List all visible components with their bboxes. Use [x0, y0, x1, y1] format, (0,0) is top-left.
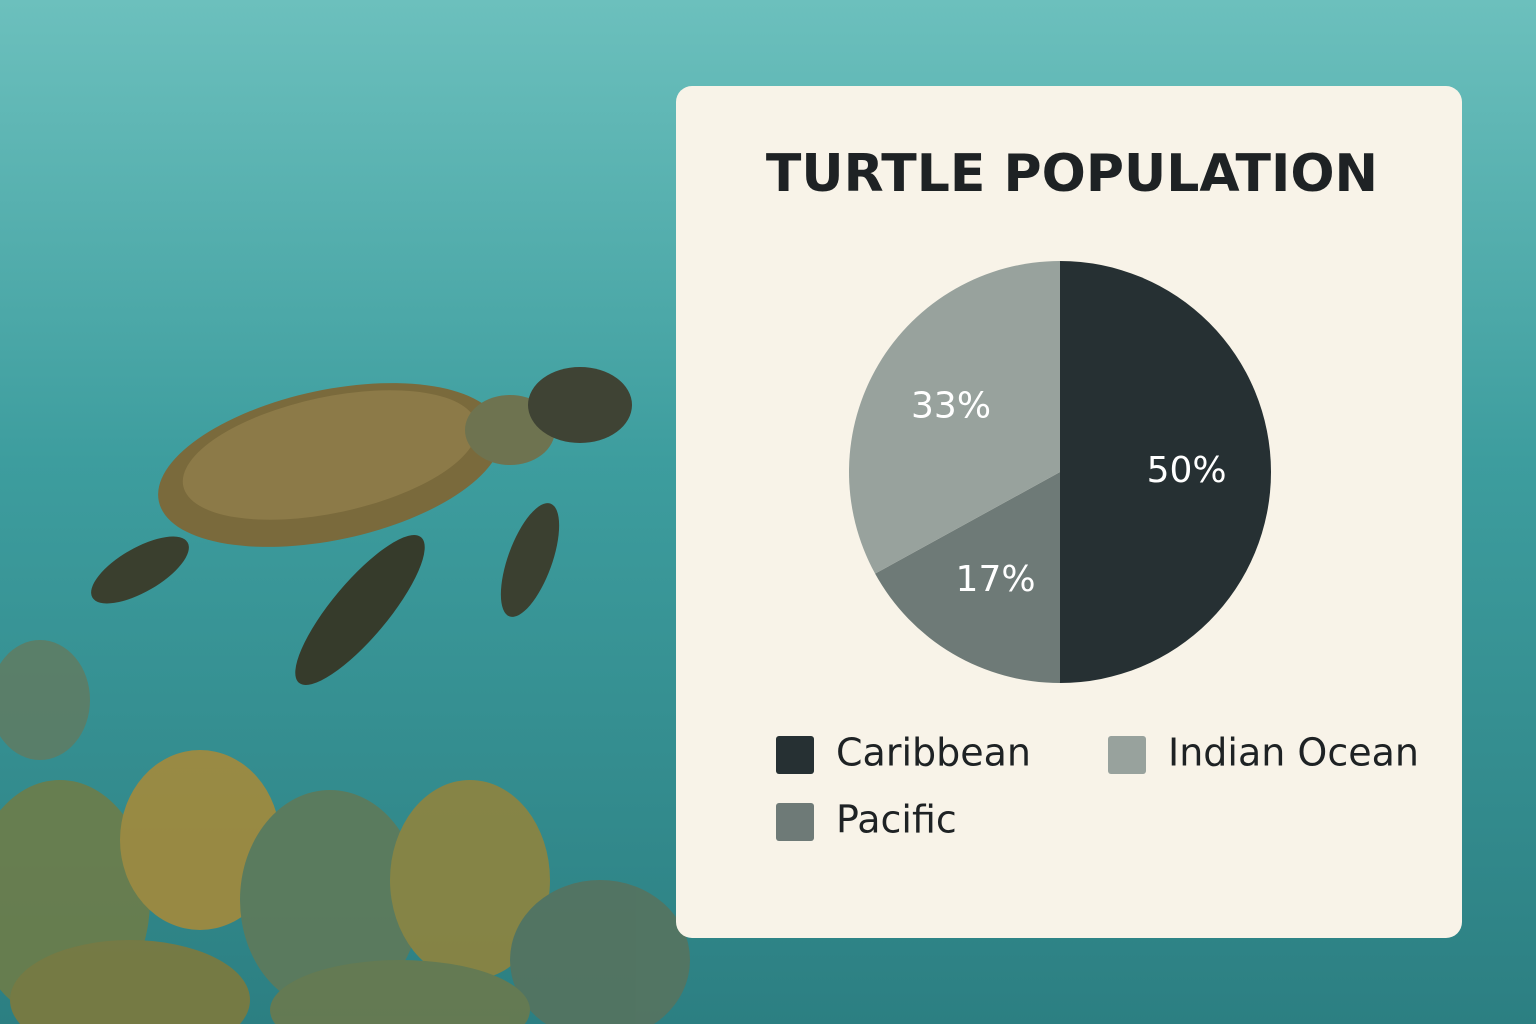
- legend-label: Caribbean: [836, 731, 1031, 775]
- turtle: [91, 367, 632, 685]
- legend-label: Pacific: [836, 798, 957, 842]
- pie-slice: [848, 261, 1060, 574]
- slice-label: 33%: [911, 386, 991, 427]
- legend-swatch: [776, 803, 814, 841]
- pie-slice: [1060, 261, 1271, 683]
- coral: [0, 640, 690, 1024]
- legend-label: Indian Ocean: [1168, 731, 1419, 775]
- pie-slice: [875, 472, 1060, 683]
- chart-title: TURTLE POPULATION: [766, 144, 1378, 204]
- legend-swatch: [776, 736, 814, 774]
- slice-label: 50%: [1147, 450, 1227, 491]
- legend-swatch: [1108, 736, 1146, 774]
- slice-label: 17%: [956, 559, 1036, 600]
